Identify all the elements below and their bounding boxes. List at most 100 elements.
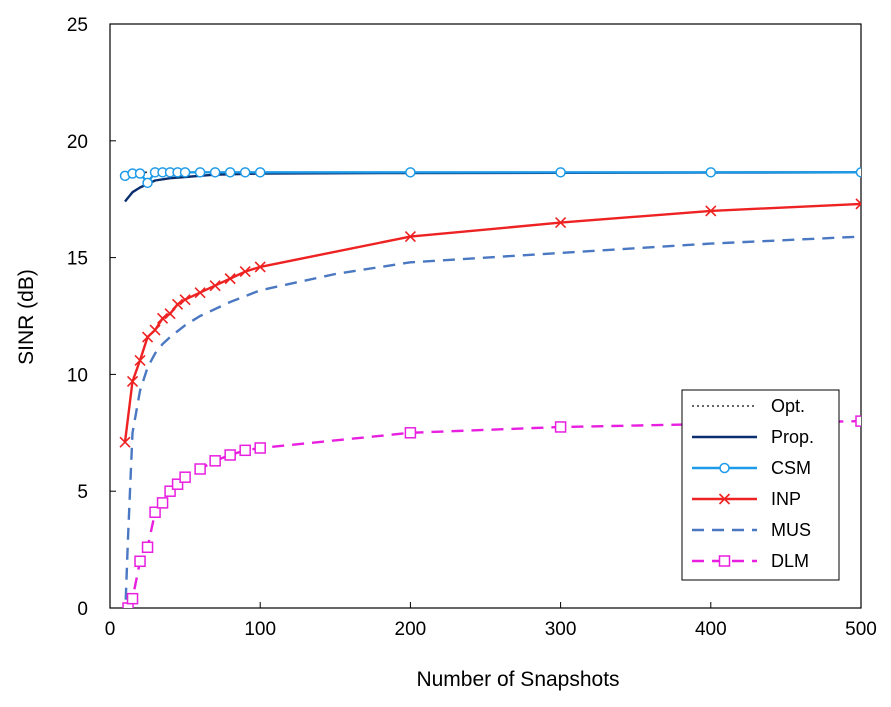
legend-label-csm: CSM [771, 458, 811, 478]
data-point-inp [157, 312, 169, 324]
data-point-dlm [156, 497, 169, 509]
data-point-inp-stroke [149, 324, 161, 336]
data-point-inp [209, 280, 221, 292]
data-point-inp-stroke [224, 273, 236, 285]
y-tick-label: 10 [67, 365, 88, 386]
data-point-csm [239, 167, 251, 178]
data-point-inp-stroke [209, 280, 221, 292]
x-tick-label: 400 [695, 619, 727, 640]
series-mus [124, 235, 861, 608]
data-point-inp-stroke [179, 294, 191, 306]
legend-marker-csm [719, 462, 730, 474]
x-tick-label: 500 [845, 619, 877, 640]
legend-box [681, 389, 840, 581]
legend-marker-inp-stroke [718, 493, 731, 505]
data-point-inp [254, 261, 266, 273]
data-point-csm [194, 167, 206, 178]
data-point-csm [179, 167, 191, 178]
y-tick-label: 0 [77, 599, 88, 620]
y-tick-label: 20 [67, 132, 88, 153]
data-point-inp [194, 287, 206, 299]
data-point-inp [404, 231, 416, 243]
data-point-inp [179, 294, 191, 306]
data-point-inp-stroke [855, 198, 861, 206]
data-point-csm [254, 167, 266, 178]
legend-label-prop: Prop. [771, 427, 814, 447]
data-point-dlm [239, 444, 251, 457]
x-tick-label: 300 [545, 619, 577, 640]
data-point-dlm [149, 506, 161, 518]
legend-item-mus: MUS [692, 520, 811, 540]
data-point-csm [705, 167, 717, 178]
data-point-inp-stroke [172, 298, 184, 310]
data-point-inp-stroke [404, 231, 416, 243]
data-point-inp [134, 354, 146, 366]
x-tick-label: 100 [244, 619, 276, 640]
legend-marker-dlm [718, 555, 731, 567]
data-point-inp [164, 308, 176, 320]
data-point-dlm [194, 463, 206, 475]
legend-label-dlm: DLM [771, 551, 809, 571]
data-point-dlm [122, 602, 134, 608]
data-point-csm [855, 167, 861, 178]
legend-item-inp: INP [692, 489, 801, 509]
legend-label-opt: Opt. [771, 396, 805, 416]
data-point-dlm [141, 541, 154, 554]
data-point-inp-stroke [194, 287, 206, 299]
data-point-csm [142, 177, 153, 189]
data-point-inp-stroke [254, 261, 266, 273]
legend-item-csm: CSM [692, 458, 811, 478]
data-point-inp-stroke [119, 436, 131, 448]
legend-label-mus: MUS [771, 520, 811, 540]
data-point-inp-stroke [705, 205, 717, 217]
legend: Opt. Prop. CSM INP MUS DLM [681, 389, 840, 581]
x-tick-label: 200 [395, 619, 427, 640]
data-point-inp-stroke [164, 308, 176, 320]
data-point-inp [172, 298, 184, 310]
data-point-dlm [554, 421, 567, 433]
data-point-csm [405, 167, 416, 178]
data-point-csm [224, 167, 236, 178]
y-axis: 0 5 10 15 20 25 [67, 15, 116, 620]
x-axis-title: Number of Snapshots [416, 668, 619, 691]
data-point-inp [239, 266, 251, 278]
data-point-inp-stroke [134, 354, 146, 366]
data-point-inp-stroke [555, 216, 567, 229]
legend-item-dlm: DLM [692, 551, 809, 571]
data-point-dlm [855, 415, 861, 427]
data-point-inp-stroke [157, 312, 169, 324]
series-dlm [122, 415, 861, 608]
data-point-inp [555, 216, 567, 229]
legend-label-inp: INP [771, 489, 801, 509]
data-point-inp [224, 273, 236, 285]
data-point-inp-stroke [239, 266, 251, 278]
data-point-dlm [404, 427, 417, 439]
data-point-inp-stroke [126, 375, 139, 387]
data-point-dlm [126, 592, 139, 605]
data-point-inp-stroke [855, 202, 861, 210]
data-point-inp [855, 198, 861, 210]
series-line-inp [123, 202, 861, 443]
legend-marker-inp [718, 493, 731, 505]
x-axis: 0 100 200 300 400 500 [105, 602, 877, 640]
data-point-dlm [224, 449, 236, 461]
data-point-csm [209, 167, 221, 178]
legend-item-opt: Opt. [692, 396, 805, 416]
data-point-inp [705, 205, 717, 217]
series-inp [119, 198, 861, 448]
data-point-csm [555, 167, 566, 178]
y-tick-label: 15 [67, 249, 88, 270]
y-axis-title: SINR (dB) [15, 269, 38, 365]
y-tick-label: 5 [77, 482, 88, 503]
data-point-inp [126, 375, 139, 387]
data-point-dlm [209, 455, 221, 467]
data-point-inp [149, 324, 161, 336]
data-point-dlm [254, 442, 266, 454]
series-line-mus [124, 235, 861, 608]
x-tick-label: 0 [105, 619, 116, 640]
data-point-dlm [171, 478, 184, 490]
data-point-csm [134, 168, 146, 179]
data-point-dlm [134, 555, 146, 568]
data-point-dlm [179, 471, 191, 483]
